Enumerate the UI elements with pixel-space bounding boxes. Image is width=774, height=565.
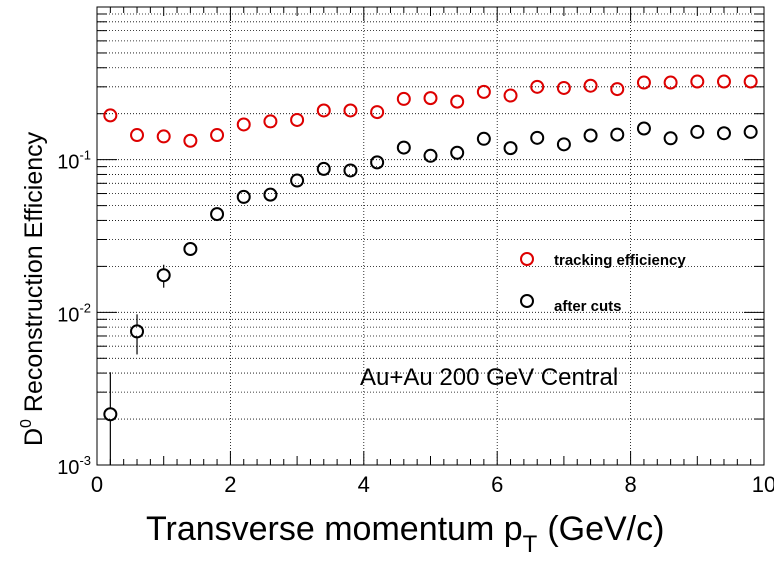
- data-point: [610, 82, 625, 97]
- data-point: [183, 241, 198, 256]
- y-tick-label: 10-1: [57, 148, 91, 174]
- y-tick-labels: 10-3 10-2 10-1: [57, 148, 91, 479]
- data-point: [263, 114, 278, 129]
- y-axis-title-rest: Reconstruction Efficiency: [20, 131, 48, 419]
- grid: [96, 7, 765, 466]
- axis-ticks: [96, 6, 765, 466]
- data-point: [583, 78, 598, 93]
- data-point: [343, 103, 358, 118]
- data-point: [690, 74, 705, 89]
- x-tick-label: 2: [224, 472, 236, 497]
- data-point: [396, 91, 411, 106]
- data-point: [423, 148, 438, 163]
- data-point: [370, 105, 385, 120]
- y-axis-title-sup: 0: [18, 419, 35, 428]
- data-point: [156, 268, 171, 283]
- data-point: [690, 124, 705, 139]
- data-point: [370, 155, 385, 170]
- y-axis-title-main: D: [20, 428, 48, 446]
- x-tick-label: 6: [491, 472, 503, 497]
- legend: tracking efficiency after cuts: [520, 252, 686, 315]
- data-point: [636, 121, 651, 136]
- data-point: [663, 75, 678, 90]
- data-point: [476, 131, 491, 146]
- data-point: [743, 74, 758, 89]
- data-point: [236, 117, 251, 132]
- x-tick-label: 0: [91, 472, 103, 497]
- data-point: [503, 88, 518, 103]
- data-point: [290, 112, 305, 127]
- data-point: [556, 137, 571, 152]
- y-axis-title: D0 Reconstruction Efficiency: [18, 131, 48, 446]
- data-point: [716, 126, 731, 141]
- series-after-cuts: [103, 121, 758, 465]
- data-point: [156, 129, 171, 144]
- data-point: [610, 127, 625, 142]
- data-point: [316, 103, 331, 118]
- x-axis-title: Transverse momentum pT (GeV/c): [146, 510, 664, 558]
- x-axis-title-unit: (GeV/c): [547, 510, 664, 548]
- data-point: [450, 94, 465, 109]
- data-point: [636, 75, 651, 90]
- data-point: [210, 207, 225, 222]
- data-point: [530, 79, 545, 94]
- svg-text:D0 Reconstruction Efficiency: D0 Reconstruction Efficiency: [18, 131, 48, 446]
- data-point: [663, 131, 678, 146]
- x-axis-title-main: Transverse momentum p: [146, 510, 523, 548]
- plot-frame: [96, 6, 765, 466]
- data-point: [130, 128, 145, 143]
- data-point: [236, 189, 251, 204]
- data-point: [530, 130, 545, 145]
- x-tick-label: 10: [752, 472, 774, 497]
- x-tick-label: 4: [358, 472, 370, 497]
- data-point: [503, 141, 518, 156]
- y-tick-label: 10-2: [57, 300, 91, 326]
- data-point: [183, 133, 198, 148]
- x-axis-title-sub: T: [523, 531, 538, 558]
- x-tick-label: 8: [624, 472, 636, 497]
- data-point: [423, 91, 438, 106]
- data-point: [103, 108, 118, 123]
- data-point: [476, 84, 491, 99]
- legend-label-aftercuts: after cuts: [554, 298, 622, 315]
- data-point: [583, 128, 598, 143]
- data-point: [130, 324, 145, 339]
- svg-text:Transverse momentum pT(GeV/c): Transverse momentum pT (GeV/c): [146, 510, 664, 558]
- x-tick-labels: 0 2 4 6 8 10: [91, 472, 774, 497]
- data-point: [716, 74, 731, 89]
- legend-marker-aftercuts: [520, 294, 534, 308]
- legend-label-tracking: tracking efficiency: [554, 252, 686, 269]
- data-point: [743, 124, 758, 139]
- data-point: [316, 161, 331, 176]
- data-point: [290, 173, 305, 188]
- data-point: [263, 187, 278, 202]
- y-tick-label: 10-3: [57, 453, 91, 479]
- data-point: [396, 140, 411, 155]
- data-point: [103, 407, 118, 422]
- data-point: [450, 145, 465, 160]
- data-point: [210, 128, 225, 143]
- data-point: [343, 163, 358, 178]
- data-point: [556, 80, 571, 95]
- legend-marker-tracking: [520, 252, 534, 266]
- data-points: [103, 74, 758, 465]
- series-tracking-efficiency: [103, 74, 758, 148]
- chart-annotation: Au+Au 200 GeV Central: [360, 364, 618, 391]
